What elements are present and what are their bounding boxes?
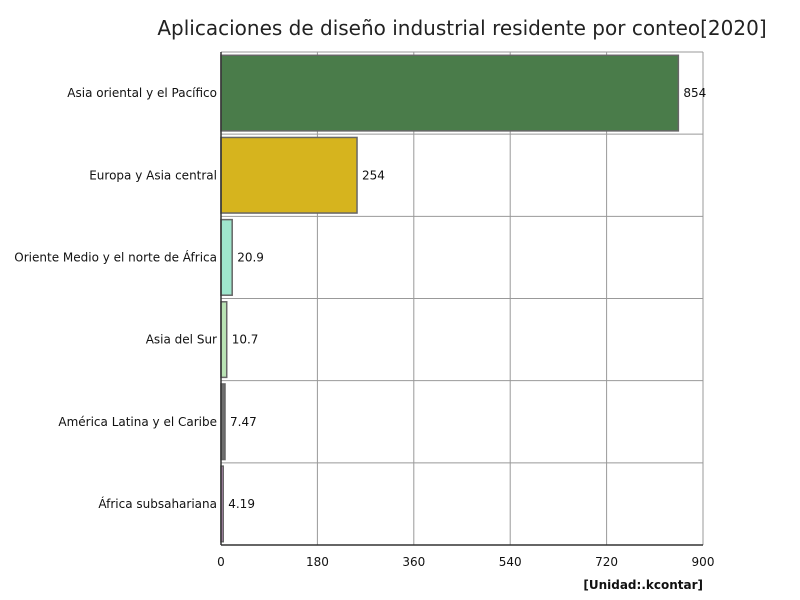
x-tick-label: 360 — [402, 555, 425, 569]
data-label: 854 — [683, 86, 706, 100]
x-tick-label: 540 — [499, 555, 522, 569]
x-tick-label: 720 — [595, 555, 618, 569]
data-label: 4.19 — [228, 497, 255, 511]
bar — [220, 301, 228, 379]
category-label: Asia oriental y el Pacífico — [67, 86, 217, 100]
category-label: Asia del Sur — [146, 333, 217, 347]
bar — [220, 218, 233, 296]
data-label: 10.7 — [232, 333, 259, 347]
chart-title: Aplicaciones de diseño industrial reside… — [157, 16, 766, 40]
axes: Asia oriental y el Pacífico Europa y Asia… — [14, 52, 714, 569]
category-label: Europa y Asia central — [89, 168, 217, 182]
unit-label: [Unidad:.kcontar] — [583, 578, 703, 592]
category-label: Oriente Medio y el norte de África — [14, 249, 217, 264]
data-label: 7.47 — [230, 415, 257, 429]
x-tick-label: 180 — [306, 555, 329, 569]
x-tick-label: 900 — [692, 555, 715, 569]
category-label: América Latina y el Caribe — [58, 415, 217, 429]
x-tick-label: 0 — [217, 555, 225, 569]
category-label: África subsahariana — [98, 496, 217, 511]
bar — [220, 54, 680, 132]
bars: 854 254 20.9 10.7 7.47 4.19 — [220, 54, 706, 543]
bar — [220, 136, 358, 214]
data-label: 20.9 — [237, 250, 264, 264]
data-label: 254 — [362, 168, 385, 182]
